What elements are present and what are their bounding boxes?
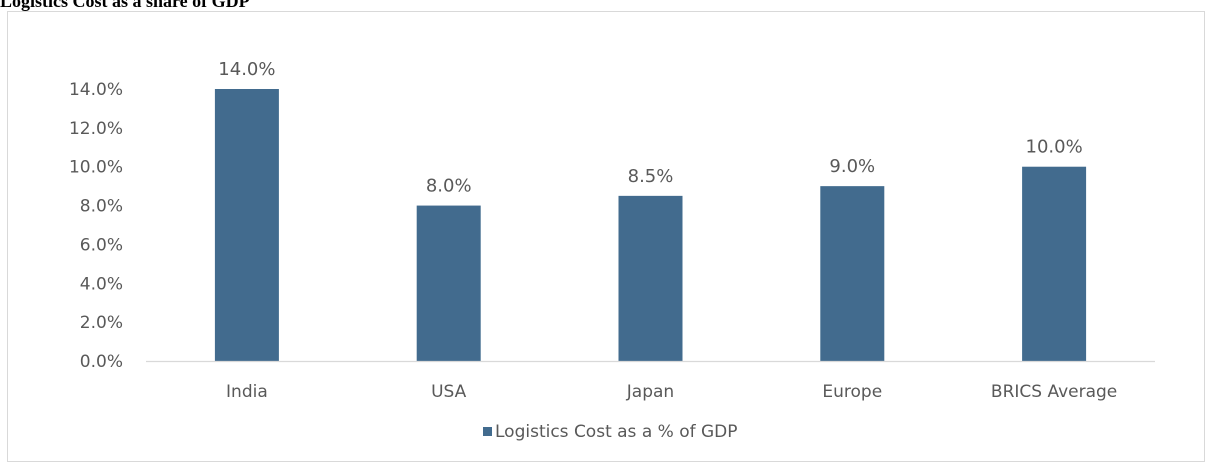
bar-usa xyxy=(416,205,481,361)
category-labels: India USA Japan Europe BRICS Average xyxy=(226,382,1117,402)
data-label: 8.0% xyxy=(426,176,472,197)
chart-frame xyxy=(7,11,1205,462)
y-tick-label: 10.0% xyxy=(69,158,123,178)
bar-brics-average xyxy=(1022,166,1087,361)
legend-swatch xyxy=(483,427,492,436)
y-tick-label: 14.0% xyxy=(69,80,123,100)
bar-india xyxy=(214,89,279,361)
category-label: BRICS Average xyxy=(991,382,1117,402)
legend-label: Logistics Cost as a % of GDP xyxy=(495,422,738,442)
legend: Logistics Cost as a % of GDP xyxy=(483,422,738,442)
y-axis-ticks: 0.0% 2.0% 4.0% 6.0% 8.0% 10.0% 12.0% 14.0% xyxy=(69,80,123,372)
data-labels: 14.0% 8.0% 8.5% 9.0% 10.0% xyxy=(218,59,1082,197)
y-tick-label: 2.0% xyxy=(80,313,123,333)
y-tick-label: 6.0% xyxy=(80,235,123,255)
bar-japan xyxy=(618,195,683,361)
data-label: 10.0% xyxy=(1026,137,1083,158)
y-tick-label: 8.0% xyxy=(80,197,123,217)
data-label: 9.0% xyxy=(829,156,875,177)
y-tick-label: 4.0% xyxy=(80,274,123,294)
category-label: USA xyxy=(431,382,467,402)
category-label: Japan xyxy=(626,382,674,402)
y-tick-label: 12.0% xyxy=(69,119,123,139)
category-label: India xyxy=(226,382,268,402)
bars xyxy=(214,89,1087,361)
y-tick-label: 0.0% xyxy=(80,352,123,372)
page-title: Logistics Cost as a share of GDP xyxy=(0,0,250,11)
data-label: 8.5% xyxy=(628,166,674,187)
data-label: 14.0% xyxy=(218,59,275,80)
bar-europe xyxy=(820,186,885,361)
category-label: Europe xyxy=(822,382,882,402)
